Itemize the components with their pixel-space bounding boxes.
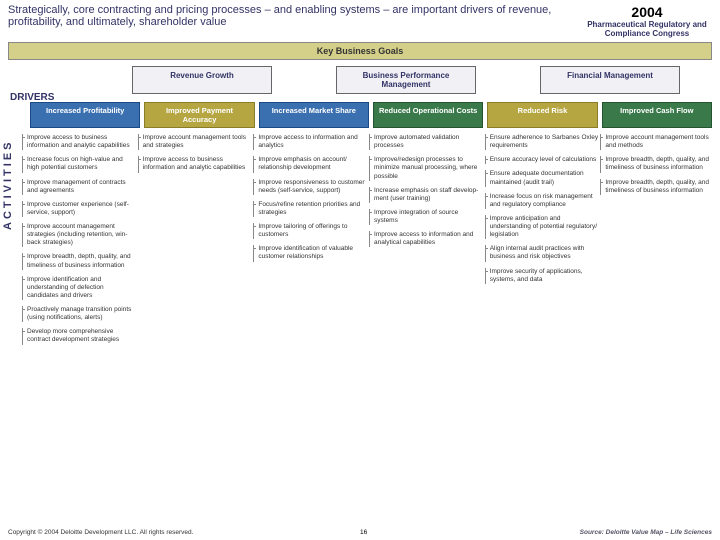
activities-container: Improve access to business information a… [22,134,714,351]
year: 2004 [582,4,712,20]
activity-item: Develop more comprehensive contract deve… [22,328,136,344]
activity-item: Increase focus on high-value and high po… [22,156,136,172]
activity-item: Improve breadth, depth, quality, and tim… [22,253,136,269]
source: Source: Deloitte Value Map – Life Scienc… [580,529,712,536]
driver-box: Increased Profitability [30,102,140,128]
goal-box: Revenue Growth [132,66,272,94]
driver-box: Improved Cash Flow [602,102,712,128]
activity-item: Improve integration of source systems [369,209,483,225]
goal-box: Business Performance Management [336,66,476,94]
activity-item: Improve customer experience (self-servic… [22,201,136,217]
drivers-label: DRIVERS [10,92,54,103]
activity-item: Ensure accuracy level of calculations [485,156,599,164]
activity-column: Improve account management tools and str… [138,134,252,351]
activity-item: Improve responsiveness to customer needs… [253,179,367,195]
activity-item: Improve access to business information a… [22,134,136,150]
activity-item: Improve access to information and analyt… [253,134,367,150]
activity-item: Increase emphasis on staff develop- ment… [369,187,483,203]
driver-box: Increased Market Share [259,102,369,128]
activity-item: Improve/redesign processes to minimize m… [369,156,483,180]
header: Strategically, core contracting and pric… [0,0,720,40]
page-title: Strategically, core contracting and pric… [8,4,582,38]
driver-box: Improved Payment Accuracy [144,102,254,128]
activity-column: Improve automated validation processes Im… [369,134,483,351]
activity-item: Improve access to business information a… [138,156,252,172]
activity-item: Improve anticipation and understanding o… [485,215,599,239]
activity-item: Improve account management tools and str… [138,134,252,150]
activity-item: Improve identification of valuable custo… [253,245,367,261]
activity-item: Ensure adherence to Sarbanes Oxley requi… [485,134,599,150]
key-goals-banner: Key Business Goals [8,42,712,60]
activity-item: Improve account management tools and met… [600,134,714,150]
activity-item: Improve breadth, depth, quality, and tim… [600,179,714,195]
driver-box: Reduced Operational Costs [373,102,483,128]
copyright: Copyright © 2004 Deloitte Development LL… [8,529,193,536]
activity-item: Improve emphasis on account/ relationshi… [253,156,367,172]
activity-item: Improve identification and understanding… [22,276,136,300]
activity-column: Improve access to information and analyt… [253,134,367,351]
goal-row: Revenue Growth Business Performance Manag… [100,66,712,94]
activity-item: Improve tailoring of offerings to custom… [253,223,367,239]
activity-item: Improve access to information and analyt… [369,231,483,247]
activity-item: Improve security of applications, system… [485,268,599,284]
activities-label: ACTIVITIES [2,139,14,230]
activity-item: Improve management of contracts and agre… [22,179,136,195]
driver-box: Reduced Risk [487,102,597,128]
activity-item: Focus/refine retention priorities and st… [253,201,367,217]
activity-item: Improve account management strategies (i… [22,223,136,247]
page-number: 16 [360,529,367,536]
header-subtitle: Pharmaceutical Regulatory and Compliance… [582,20,712,38]
goal-box: Financial Management [540,66,680,94]
activity-column: Ensure adherence to Sarbanes Oxley requi… [485,134,599,351]
activity-column: Improve account management tools and met… [600,134,714,351]
activity-item: Improve breadth, depth, quality, and tim… [600,156,714,172]
activity-item: Improve automated validation processes [369,134,483,150]
driver-row: Increased ProfitabilityImproved Payment … [30,102,712,128]
activity-column: Improve access to business information a… [22,134,136,351]
activity-item: Ensure adequate documentation maintained… [485,170,599,186]
header-right: 2004 Pharmaceutical Regulatory and Compl… [582,4,712,38]
activity-item: Increase focus on risk management and re… [485,193,599,209]
activity-item: Proactively manage transition points (us… [22,306,136,322]
activity-item: Align internal audit practices with busi… [485,245,599,261]
